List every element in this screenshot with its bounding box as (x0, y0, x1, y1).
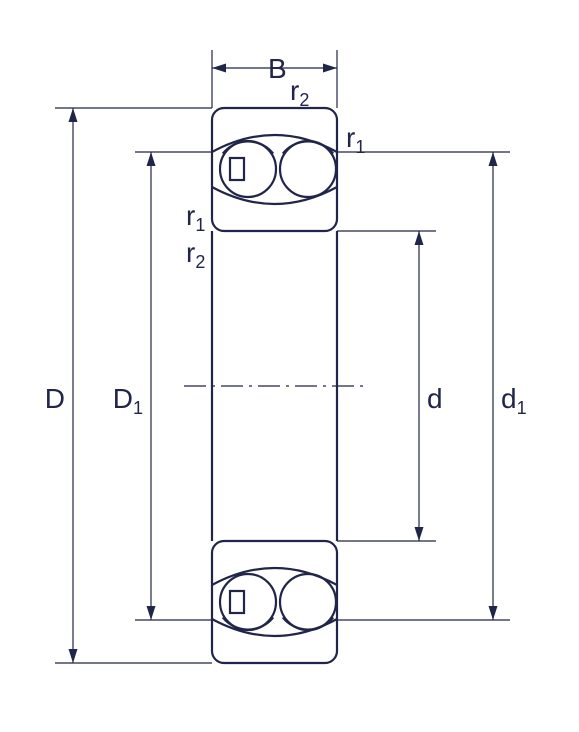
cage-section (230, 158, 244, 180)
dim-label-D: D (45, 383, 65, 414)
radius-label-r1: r1 (346, 122, 365, 157)
dim-label-D1: D1 (113, 383, 143, 418)
dim-label-B: B (268, 53, 287, 84)
dim-label-d1: d1 (501, 383, 527, 418)
ball-element (220, 141, 276, 197)
ball-element (280, 141, 336, 197)
ball-element (220, 574, 276, 630)
cage-section (230, 591, 244, 613)
dim-label-d: d (427, 383, 443, 414)
radius-label-r1: r1 (186, 200, 205, 235)
radius-label-r2: r2 (290, 75, 309, 110)
radius-label-r2: r2 (186, 237, 205, 272)
ball-element (280, 574, 336, 630)
bearing-cross-section-diagram: BDD1dd1r2r1r1r2 (0, 0, 579, 732)
